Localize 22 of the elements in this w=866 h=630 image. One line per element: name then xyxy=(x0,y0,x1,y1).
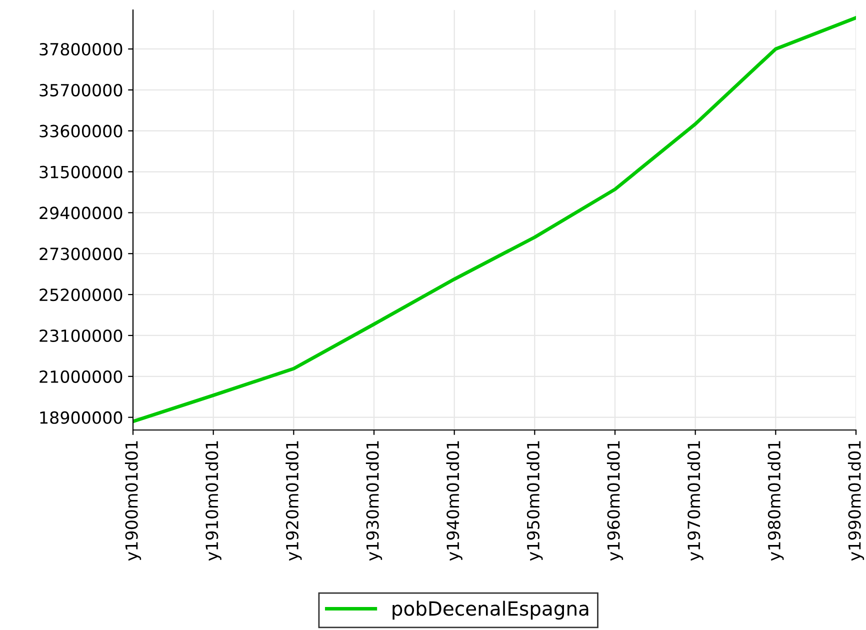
x-tick-label: y1930m01d01 xyxy=(366,441,382,561)
legend-label: pobDecenalEspagna xyxy=(392,600,588,620)
y-tick-label: 25200000 xyxy=(40,288,122,302)
y-tick-label: 29400000 xyxy=(40,206,122,220)
y-tick-label: 23100000 xyxy=(40,329,122,342)
y-tick-label: 18900000 xyxy=(40,411,122,424)
x-tick-label: y1980m01d01 xyxy=(768,441,784,561)
x-tick-label: y1990m01d01 xyxy=(848,441,864,561)
y-tick-label: 31500000 xyxy=(40,166,122,178)
x-tick-label: y1970m01d01 xyxy=(687,441,704,561)
x-tick-label: y1910m01d01 xyxy=(205,441,222,561)
x-tick-label: y1900m01d01 xyxy=(124,441,142,561)
y-tick-label: 35700000 xyxy=(40,84,122,96)
y-tick-label: 33600000 xyxy=(40,124,122,138)
y-tick-label: 37800000 xyxy=(40,42,122,56)
x-tick-label: y1950m01d01 xyxy=(526,441,543,561)
line-series xyxy=(133,16,856,424)
y-tick-label: 27300000 xyxy=(40,248,122,260)
x-tick-label: y1920m01d01 xyxy=(286,441,302,561)
x-tick-label: y1960m01d01 xyxy=(606,441,624,561)
x-tick-label: y1940m01d01 xyxy=(446,441,462,561)
y-tick-label: 21000000 xyxy=(40,370,122,383)
